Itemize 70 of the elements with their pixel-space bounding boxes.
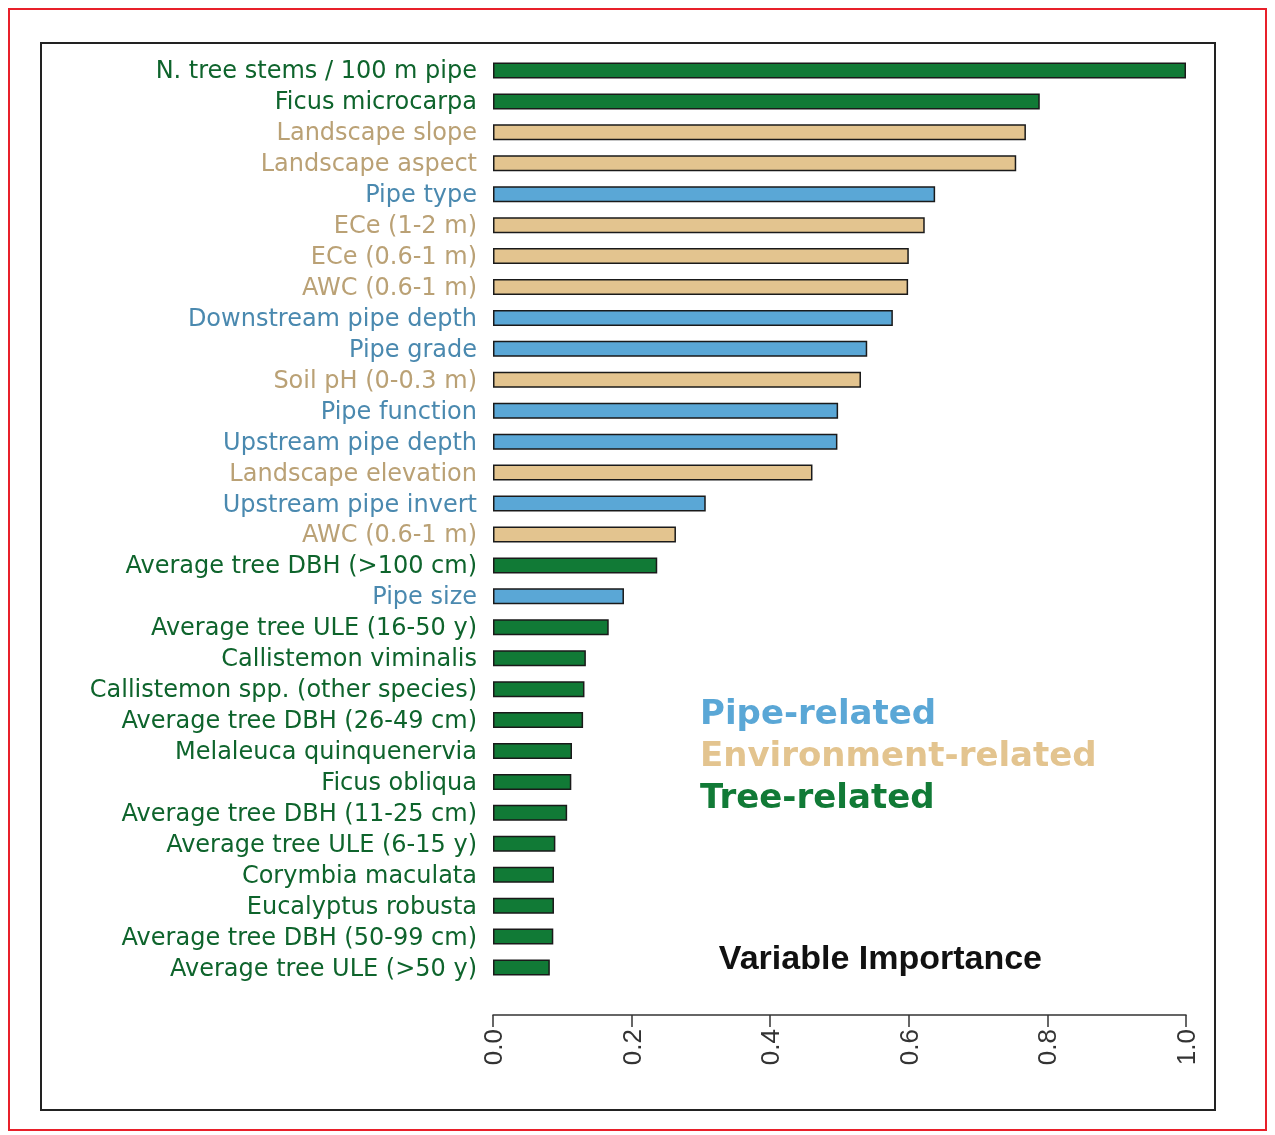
text: Environment-related [700, 734, 1097, 774]
bar [493, 309, 893, 326]
y-tick-label: Eucalyptus robusta [246, 891, 477, 920]
y-tick-label: Average tree ULE (6-15 y) [166, 829, 477, 858]
y-tick-label: AWC (0.6-1 m) [301, 520, 477, 549]
y-tick-label: Upstream pipe invert [222, 489, 477, 518]
bar [493, 743, 572, 759]
x-tick-label: 0.2 [616, 1029, 647, 1066]
y-tick-label: Average tree DBH (26-49 cm) [121, 706, 477, 735]
y-tick-label: AWC (0.6-1 m) [301, 273, 477, 301]
bar [493, 124, 1026, 141]
bar [493, 650, 586, 667]
y-tick-label: Average tree DBH (11-25 cm) [121, 798, 477, 827]
bar [493, 959, 550, 976]
y-tick-label: Pipe function [320, 396, 477, 425]
bar [493, 773, 572, 790]
text: Tree-related [700, 776, 935, 816]
bar [493, 371, 861, 388]
y-tick-label: Downstream pipe depth [187, 303, 477, 332]
bar [493, 93, 1040, 110]
y-tick-label: Pipe grade [348, 334, 477, 363]
y-tick-label: Soil pH (0-0.3 m) [273, 365, 477, 394]
bar [493, 433, 838, 450]
bar [493, 464, 813, 481]
y-tick-label: Landscape aspect [260, 149, 477, 178]
x-tick-label: 0.0 [478, 1029, 508, 1066]
x-tick-label: 0.4 [755, 1029, 786, 1066]
y-tick-label: Average tree ULE (>50 y) [169, 953, 477, 982]
y-tick-label: Ficus microcarpa [274, 87, 477, 116]
bar [493, 217, 925, 234]
y-tick-label: Corymbia maculata [241, 860, 477, 889]
bar [493, 712, 584, 729]
y-tick-label: Pipe type [365, 180, 477, 209]
bar [493, 495, 706, 512]
bar [493, 804, 568, 821]
x-tick-label: 1.0 [1171, 1029, 1201, 1066]
y-tick-label: ECe (0.6-1 m) [310, 242, 477, 271]
y-tick-label: Callistemon viminalis [221, 644, 477, 673]
bar [493, 557, 658, 574]
bar [493, 62, 1186, 79]
y-tick-label: Landscape elevation [229, 458, 477, 487]
y-tick-label: Ficus obliqua [321, 767, 477, 796]
bar [493, 681, 585, 698]
y-tick-label: Callistemon spp. (other species) [89, 675, 477, 704]
x-tick-label: 0.6 [893, 1029, 924, 1066]
y-tick-label: Landscape slope [276, 118, 477, 147]
bar [493, 835, 556, 852]
x-tick-label: 0.8 [1032, 1029, 1063, 1066]
y-tick-label: ECe (1-2 m) [333, 211, 477, 240]
bar [493, 402, 839, 419]
y-tick-label: N. tree stems / 100 m pipe [155, 56, 477, 85]
bar [493, 279, 909, 295]
y-tick-label: Average tree ULE (16-50 y) [150, 613, 477, 642]
x-axis-title: Variable Importance [718, 938, 1043, 976]
y-tick-label: Pipe size [372, 582, 477, 611]
y-tick-label: Melaleuca quinquenervia [175, 737, 477, 765]
y-tick-label: Upstream pipe depth [223, 427, 477, 456]
bar [493, 897, 554, 914]
bar [493, 619, 609, 636]
bar [493, 866, 554, 883]
bar [493, 248, 909, 265]
bar [493, 928, 554, 945]
text: Pipe-related [700, 692, 937, 732]
bar [493, 588, 624, 605]
y-tick-label: Average tree DBH (50-99 cm) [121, 922, 477, 951]
bar [493, 340, 868, 357]
bar [493, 526, 676, 543]
bar [493, 155, 1017, 172]
y-tick-label: Average tree DBH (>100 cm) [125, 551, 477, 580]
bar [493, 186, 936, 203]
